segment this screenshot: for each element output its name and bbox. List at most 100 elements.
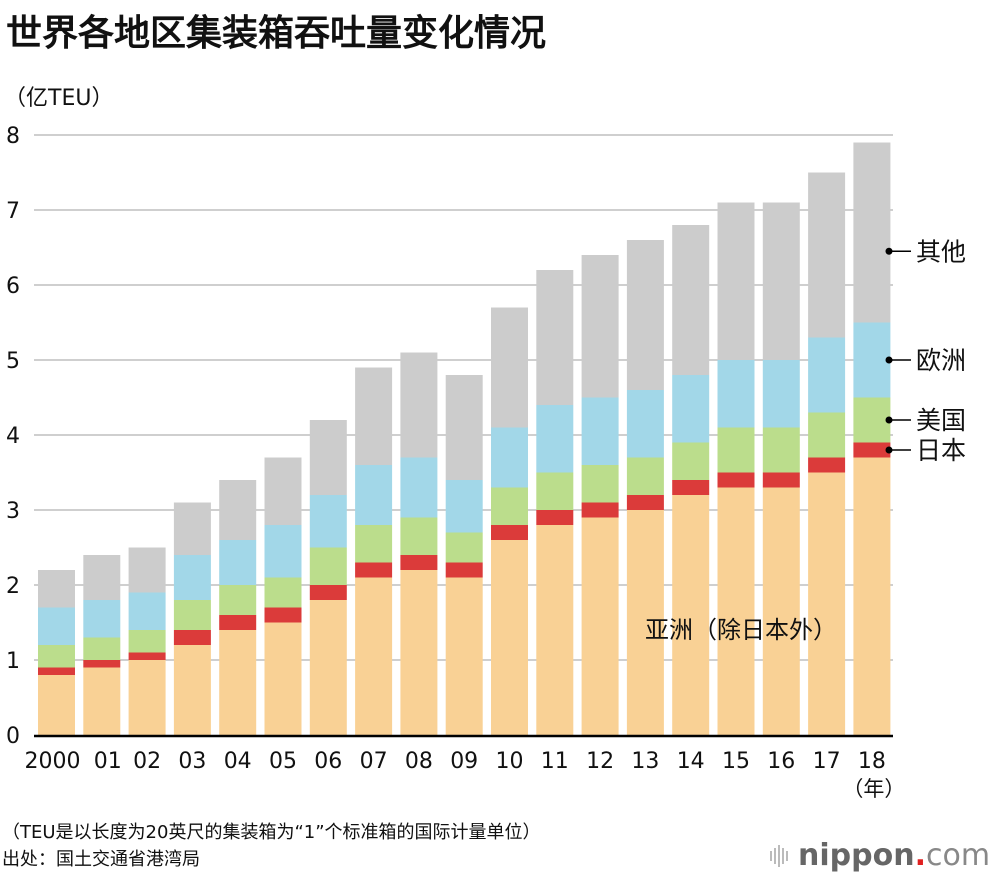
bar-segment-other [355, 368, 392, 466]
y-tick-label: 5 [6, 349, 20, 374]
legend-label: 日本 [916, 436, 966, 465]
bar-segment-japan [265, 608, 302, 623]
y-tick-label: 2 [6, 574, 20, 599]
legend-callout-0: 其他 [886, 237, 967, 266]
bar-segment-other [853, 143, 890, 323]
bar-08 [400, 353, 437, 736]
legend-label: 欧洲 [916, 346, 966, 375]
bar-segment-japan [763, 473, 800, 488]
legend-callout-3: 日本 [886, 436, 967, 465]
bar-segment-usa [627, 458, 664, 496]
bar-segment-asia [672, 495, 709, 735]
x-tick-label: 17 [813, 749, 841, 774]
bar-segment-europe [672, 375, 709, 443]
bar-segment-usa [808, 413, 845, 458]
legend-label-asia: 亚洲（除日本外） [645, 616, 837, 644]
x-tick-label: 11 [541, 749, 569, 774]
bar-02 [129, 548, 166, 736]
bar-segment-europe [536, 405, 573, 473]
bar-segment-japan [853, 443, 890, 458]
x-tick-label: 07 [360, 749, 388, 774]
x-tick-label: 08 [405, 749, 433, 774]
y-tick-label: 1 [6, 649, 20, 674]
y-tick-label: 4 [6, 424, 20, 449]
bar-segment-europe [446, 480, 483, 533]
nippon-logo[interactable]: nippon.com [770, 838, 990, 873]
x-tick-label: 12 [586, 749, 614, 774]
bar-segment-europe [763, 360, 800, 428]
x-axis-ticks: 2000010203040506070809101112131415161718 [25, 749, 886, 774]
bar-segment-japan [129, 653, 166, 661]
bar-segment-other [219, 480, 256, 540]
bar-2000 [38, 570, 75, 735]
bar-segment-europe [718, 360, 755, 428]
sound-bars-icon [770, 845, 788, 867]
bar-segment-other [763, 203, 800, 361]
x-axis-unit-label: （年） [842, 777, 905, 801]
bar-segment-japan [718, 473, 755, 488]
bar-segment-usa [400, 518, 437, 556]
x-tick-label: 16 [767, 749, 795, 774]
bar-07 [355, 368, 392, 736]
bar-segment-usa [310, 548, 347, 586]
bar-segment-usa [853, 398, 890, 443]
bar-segment-japan [627, 495, 664, 510]
x-tick-label: 09 [450, 749, 478, 774]
bar-segment-other [446, 375, 483, 480]
bar-segment-asia [219, 630, 256, 735]
bar-segment-other [38, 570, 75, 608]
bar-segment-asia [400, 570, 437, 735]
y-tick-label: 6 [6, 274, 20, 299]
bar-segment-usa [265, 578, 302, 608]
bar-segment-asia [174, 645, 211, 735]
bar-segment-europe [265, 525, 302, 578]
bar-segment-europe [582, 398, 619, 466]
bar-segment-asia [536, 525, 573, 735]
x-tick-label: 13 [631, 749, 659, 774]
bar-segment-usa [763, 428, 800, 473]
source-note: 出处：国土交通省港湾局 [2, 845, 200, 871]
bar-segment-other [808, 173, 845, 338]
x-tick-label: 03 [178, 749, 206, 774]
bar-segment-other [718, 203, 755, 361]
legend-callouts: 其他欧洲美国日本 [886, 237, 967, 465]
bar-segment-other [129, 548, 166, 593]
bar-segment-usa [536, 473, 573, 511]
bar-segment-europe [174, 555, 211, 600]
bar-segment-usa [174, 600, 211, 630]
legend-callout-2: 美国 [886, 406, 967, 435]
bar-segment-japan [536, 510, 573, 525]
bar-segment-japan [582, 503, 619, 518]
bar-segment-japan [83, 660, 120, 668]
x-tick-label: 15 [722, 749, 750, 774]
bar-segment-japan [672, 480, 709, 495]
bar-segment-other [400, 353, 437, 458]
bar-segment-usa [38, 645, 75, 668]
bar-segment-asia [446, 578, 483, 736]
bar-segment-japan [174, 630, 211, 645]
bar-15 [718, 203, 755, 736]
bar-segment-other [491, 308, 528, 428]
bar-segment-asia [718, 488, 755, 736]
bar-segment-japan [400, 555, 437, 570]
logo-dot: . [915, 838, 926, 873]
y-tick-label: 7 [6, 199, 20, 224]
bar-segment-europe [491, 428, 528, 488]
bar-segment-europe [83, 600, 120, 638]
bar-01 [83, 555, 120, 735]
bar-segment-asia [310, 600, 347, 735]
bar-segment-asia [83, 668, 120, 736]
bar-segment-usa [582, 465, 619, 503]
legend-callout-1: 欧洲 [886, 346, 967, 375]
bar-segment-asia [763, 488, 800, 736]
bar-06 [310, 420, 347, 735]
bar-segment-asia [491, 540, 528, 735]
bar-segment-usa [491, 488, 528, 526]
bar-segment-usa [355, 525, 392, 563]
bar-segment-usa [83, 638, 120, 661]
y-tick-label: 0 [6, 724, 20, 749]
bar-segment-europe [853, 323, 890, 398]
bar-12 [582, 255, 619, 735]
x-tick-label: 04 [224, 749, 252, 774]
bar-18 [853, 143, 890, 736]
